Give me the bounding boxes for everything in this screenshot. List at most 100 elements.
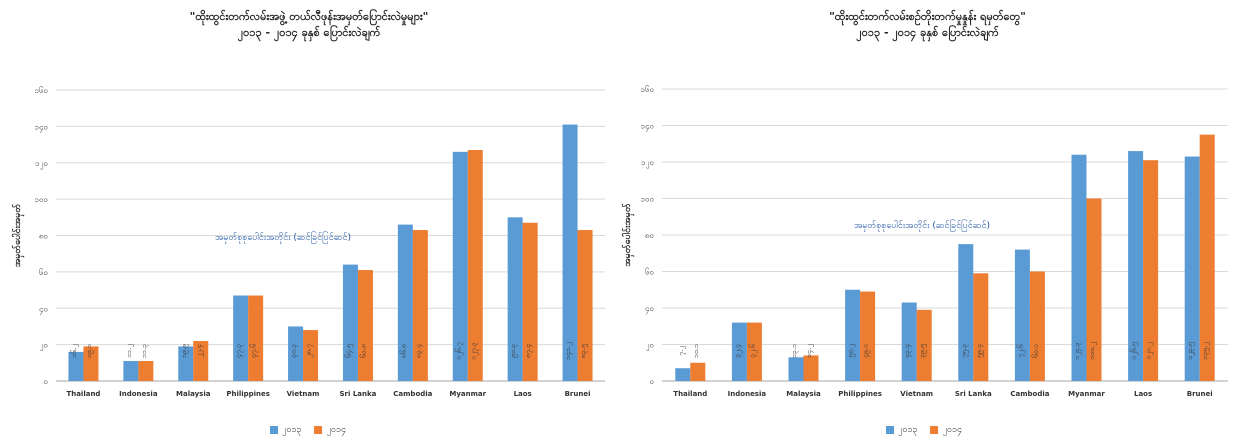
data-label: ၆၀.၁ <box>1031 344 1039 358</box>
data-label: ၄၃.၄ <box>903 344 912 358</box>
bar-series-a <box>562 124 578 382</box>
bar-chart-left: ၀ ၂၀ ၄၀ ၆၀ ၈၀ ၁၀၀ ၁၂၀ ၁၄၀ ၁၆၀အမှတ်ပေါင်းအမှတ်၁၆.… <box>12 85 605 398</box>
bar-series-a <box>123 360 139 381</box>
data-label: ၂၈.၇ <box>305 344 314 359</box>
chart-legend: ၂၀၁၃ ၂၀၁၄ <box>876 424 962 437</box>
bar-series-a <box>68 351 84 381</box>
x-tick-label: Brunei <box>565 390 591 398</box>
data-label: ၈၃.၄ <box>414 344 423 358</box>
data-label: ၂၂.၄ <box>195 344 204 358</box>
y-tick-label: ၁၂၀ <box>35 159 48 170</box>
bar-series-a <box>288 326 304 381</box>
x-tick-label: Laos <box>1134 390 1152 398</box>
bar-series-a <box>1071 154 1087 381</box>
data-label: ၄၇.၆ <box>250 344 259 358</box>
x-tick-label: Vietnam <box>900 390 933 398</box>
bar-series-b <box>467 150 483 381</box>
bar-series-b <box>577 230 593 381</box>
y-tick-label: ၁၄၀ <box>35 122 49 133</box>
data-label: ၁၄.၂ <box>805 344 814 358</box>
data-label: ၇၅.၃ <box>960 344 969 358</box>
data-label: ၁၀၀.၂ <box>1088 342 1097 359</box>
bar-series-b <box>1143 160 1159 381</box>
bar-series-b <box>138 360 154 381</box>
chart-legend: ၂၀၁၃ ၂၀၁၄ <box>260 424 346 437</box>
data-label: ၈၆.၈ <box>399 344 407 358</box>
bar-series-a <box>958 244 974 381</box>
bar-series-b <box>522 222 538 381</box>
x-tick-label: Philippines <box>226 390 270 398</box>
bar-series-b <box>1029 271 1045 381</box>
data-label: ၁၂၄.၃ <box>1073 342 1082 360</box>
data-label: ၁၁.၂ <box>125 344 134 358</box>
bar-series-b <box>248 295 264 381</box>
y-tick-label: ၀ <box>650 377 655 386</box>
chart-subtitle: ၂၀၁၃ - ၂၀၁၄ ခုနှစ် ပြောင်းလဲချက် <box>237 26 381 39</box>
data-label: ၇၂.၆ <box>1016 344 1025 358</box>
bar-series-b <box>916 309 932 381</box>
bar-series-a <box>233 295 249 381</box>
x-tick-label: Sri Lanka <box>340 390 377 398</box>
data-label: ၁၉.၁ <box>85 344 94 358</box>
y-tick-label: ၁၀၀ <box>641 195 655 204</box>
x-tick-label: Malaysia <box>176 390 211 398</box>
y-tick-label: ၀ <box>44 377 49 386</box>
data-label: ၁၉.၉ <box>180 344 189 358</box>
chart-panel-left: "ထိုးထွင်းတက်လမ်းအဖွဲ့ တယ်လီဖုန်းအမှတ်ပြ… <box>0 0 618 447</box>
bar-series-b <box>690 362 706 381</box>
bar-series-a <box>901 302 917 381</box>
y-tick-label: ၄၀ <box>645 304 654 315</box>
x-tick-label: Vietnam <box>287 390 320 398</box>
bar-series-a <box>731 322 747 381</box>
bar-chart-right: ၀ ၂၀ ၄၀ ၆၀ ၈၀ ၁၀၀ ၁၂၀ ၁၄၀ ၁၆၀အမှတ်ပေါင်းအမှတ်၇.၂… <box>622 84 1228 398</box>
bar-series-b <box>412 230 428 381</box>
bar-series-b <box>83 346 99 381</box>
data-label: ၄၉.၁ <box>862 344 871 358</box>
data-label: ၁၂၁.၂ <box>1145 343 1154 360</box>
legend-label-series-a: ၂၀၁၃ <box>282 425 302 435</box>
bar-series-a <box>342 264 358 381</box>
bar-series-b <box>357 270 373 381</box>
x-tick-label: Philippines <box>838 390 882 398</box>
data-label: ၃၂.၆ <box>748 344 757 358</box>
y-tick-label: ၁၄၀ <box>641 122 655 133</box>
data-label: ၉၀.၃ <box>509 344 518 358</box>
data-label: ၁၃၅.၂ <box>1201 342 1210 359</box>
chart-panel-right: "ထိုးထွင်းတက်လမ်းစဉ်တိုးတက်မှုနှုန်း ရမှ… <box>618 0 1237 447</box>
data-label: ၁၁.၃ <box>140 344 149 358</box>
x-tick-label: Indonesia <box>728 390 767 398</box>
bar-series-a <box>1128 151 1144 381</box>
x-tick-label: Thailand <box>673 390 707 398</box>
x-tick-label: Laos <box>514 390 532 398</box>
bar-series-b <box>803 355 819 381</box>
chart-title: "ထိုးထွင်းတက်လမ်းအဖွဲ့ တယ်လီဖုန်းအမှတ်ပြ… <box>189 10 429 23</box>
x-tick-label: Thailand <box>66 390 100 398</box>
bar-series-a <box>845 289 861 381</box>
bar-series-b <box>973 273 989 381</box>
bar-series-b <box>1086 198 1102 381</box>
legend-label-series-b: ၂၀၁၄ <box>942 425 963 435</box>
y-tick-label: ၈၀ <box>645 231 654 240</box>
x-tick-label: Malaysia <box>786 390 821 398</box>
data-label: ၁၃.၁ <box>790 344 799 358</box>
x-tick-label: Myanmar <box>1068 390 1105 398</box>
y-tick-label: ၂၀ <box>40 341 48 352</box>
x-tick-label: Indonesia <box>119 390 158 398</box>
legend-swatch-series-b <box>314 425 323 434</box>
y-tick-label: ၈၀ <box>39 232 48 241</box>
bar-series-a <box>1014 249 1030 381</box>
y-tick-label: ၂၀ <box>646 341 654 352</box>
bar-series-a <box>675 368 691 381</box>
data-label: ၁၄၁.၂ <box>564 342 573 359</box>
data-label: ၃၉.၅ <box>918 344 927 358</box>
y-axis-label: အမှတ်ပေါင်းအမှတ် <box>622 203 634 267</box>
data-label: ၁၂၇.၃ <box>469 342 478 360</box>
y-tick-label: ၁၆၀ <box>35 85 49 95</box>
data-label: ၇.၂ <box>677 346 686 356</box>
data-label: ၄၇.၃ <box>235 344 244 358</box>
y-tick-label: ၁၆၀ <box>641 84 655 94</box>
legend-label-series-b: ၂၀၁၄ <box>326 425 347 435</box>
data-label: ၅၉.၄ <box>975 344 984 358</box>
chart-annotation: အမှတ်စုစုပေါင်းအတိုင်း (ဆင်ခြင်ပြင်ဆင်) <box>854 219 990 232</box>
legend-label-series-a: ၂၀၁၃ <box>898 425 918 435</box>
